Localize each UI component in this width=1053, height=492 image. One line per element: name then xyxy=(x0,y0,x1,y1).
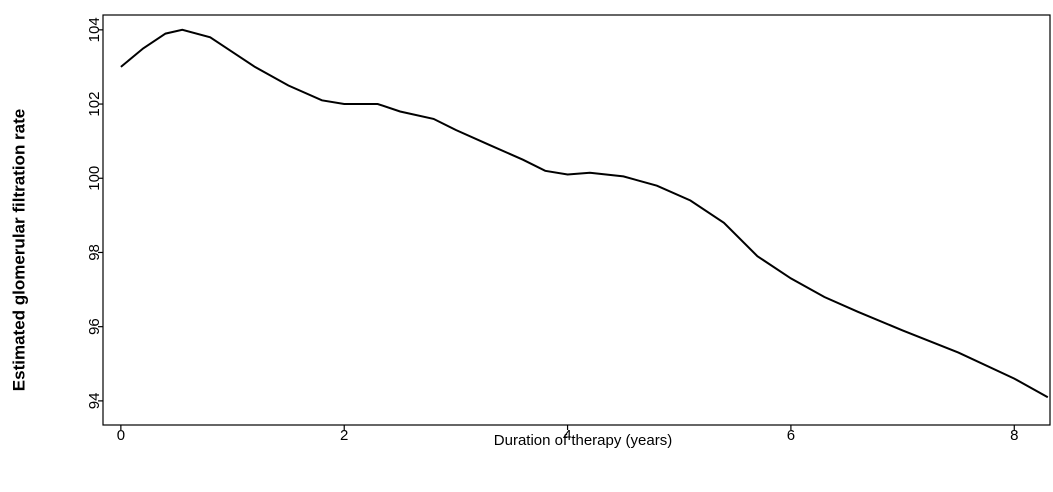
x-tick-label: 4 xyxy=(563,427,571,444)
y-tick-label: 100 xyxy=(86,166,103,191)
plot-frame xyxy=(102,14,1051,426)
x-tick-label: 0 xyxy=(117,427,125,444)
y-tick-label: 98 xyxy=(86,244,103,261)
x-axis-title: Duration of therapy (years) xyxy=(494,432,672,449)
y-tick-label: 104 xyxy=(86,17,103,42)
y-tick-label: 94 xyxy=(86,393,103,410)
data-line xyxy=(120,28,1049,399)
x-tick-label: 8 xyxy=(1010,427,1018,444)
x-tick-label: 2 xyxy=(340,427,348,444)
y-tick-label: 96 xyxy=(86,318,103,335)
y-tick-label: 102 xyxy=(86,92,103,117)
y-axis-title: Estimated glomerular filtration rate xyxy=(9,109,28,391)
x-tick-label: 6 xyxy=(787,427,795,444)
